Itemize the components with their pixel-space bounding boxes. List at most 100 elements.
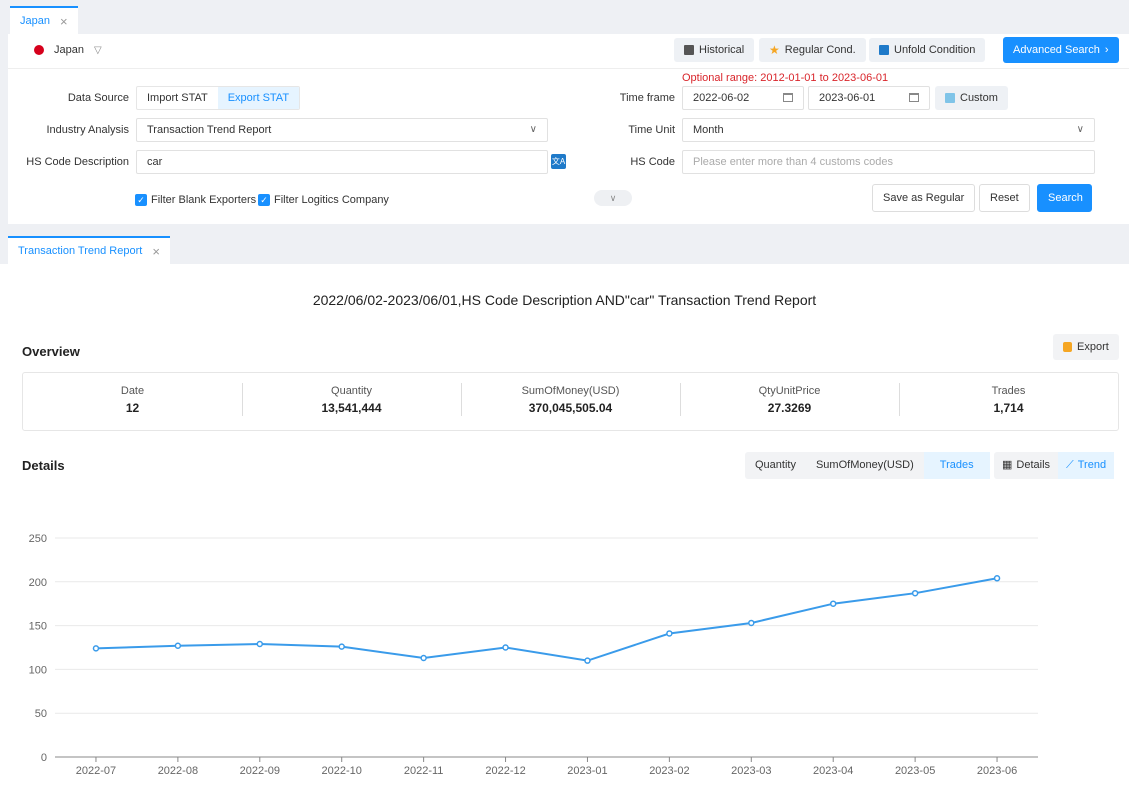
- hs-code-description-value: car: [147, 156, 163, 168]
- stat-key: Date: [120, 385, 145, 397]
- time-unit-select[interactable]: Month ∨: [682, 118, 1095, 142]
- result-tab-bar: Transaction Trend Report ×: [0, 236, 1129, 264]
- x-tick-label: 2022-07: [76, 765, 116, 777]
- data-point: [911, 589, 919, 597]
- stat-sum-of-money: SumOfMoney(USD) 370,045,505.04: [461, 373, 680, 430]
- trades-series-line: [95, 577, 998, 662]
- start-date-value: 2022-06-02: [693, 92, 750, 104]
- stat-key: Trades: [991, 385, 1026, 397]
- details-title: Details: [22, 458, 65, 473]
- overview-title: Overview: [22, 344, 80, 359]
- view-details[interactable]: ▦ Details: [994, 452, 1058, 479]
- export-stat-option[interactable]: Export STAT: [217, 87, 300, 109]
- end-date-value: 2023-06-01: [819, 92, 876, 104]
- view-toggle: ▦ Details ⟋ Trend: [994, 452, 1115, 479]
- historical-label: Historical: [699, 44, 745, 56]
- export-label: Export: [1077, 341, 1109, 353]
- y-tick-label: 200: [29, 577, 47, 589]
- time-unit-value: Month: [693, 124, 724, 136]
- chevron-down-icon: ▽: [93, 44, 102, 56]
- collapse-chevron-icon[interactable]: ∨: [594, 190, 632, 206]
- industry-analysis-select[interactable]: Transaction Trend Report ∨: [136, 118, 548, 142]
- data-source-toggle: Import STAT Export STAT: [136, 86, 301, 110]
- hs-code-input[interactable]: Please enter more than 4 customs codes: [682, 150, 1095, 174]
- reset-button[interactable]: Reset: [979, 184, 1030, 212]
- unfold-icon: [879, 45, 889, 55]
- custom-button[interactable]: Custom: [935, 86, 1008, 110]
- y-tick-label: 100: [29, 664, 47, 676]
- historical-button[interactable]: Historical: [674, 38, 755, 62]
- chevron-down-icon: ∨: [1076, 124, 1084, 135]
- import-stat-option[interactable]: Import STAT: [147, 92, 208, 104]
- data-point: [92, 645, 100, 652]
- check-icon: ✓: [258, 194, 270, 206]
- chevron-right-icon: ›: [1104, 44, 1109, 56]
- data-point: [748, 619, 755, 627]
- metric-quantity[interactable]: Quantity: [755, 459, 796, 471]
- start-date-input[interactable]: 2022-06-02: [682, 86, 804, 110]
- country-name: Japan: [54, 44, 84, 56]
- advanced-search-button[interactable]: Advanced Search ›: [1003, 37, 1119, 63]
- stat-key: Quantity: [331, 385, 372, 397]
- x-tick-label: 2022-10: [322, 765, 362, 777]
- hs-code-description-input[interactable]: car: [136, 150, 548, 174]
- regular-cond-button[interactable]: ★ Regular Cond.: [759, 38, 866, 62]
- report-title: 2022/06/02-2023/06/01,HS Code Descriptio…: [312, 292, 817, 308]
- metric-sum-of-money[interactable]: SumOfMoney(USD): [815, 459, 914, 471]
- advanced-search-label: Advanced Search: [1013, 44, 1100, 56]
- unfold-condition-button[interactable]: Unfold Condition: [869, 38, 986, 62]
- x-tick-label: 2023-05: [895, 765, 935, 777]
- view-details-label: Details: [1016, 459, 1051, 471]
- hs-code-placeholder: Please enter more than 4 customs codes: [693, 156, 893, 168]
- overview-stats: Date 12 Quantity 13,541,444 SumOfMoney(U…: [22, 372, 1119, 431]
- filter-blank-label: Filter Blank Exporters: [151, 194, 257, 206]
- metric-toggle: Quantity SumOfMoney(USD) Trades: [745, 452, 990, 479]
- stat-qty-unit-price: QtyUnitPrice 27.3269: [680, 373, 899, 430]
- search-button[interactable]: Search: [1037, 184, 1092, 212]
- divider: [8, 68, 1129, 69]
- data-point: [584, 657, 591, 664]
- tab-transaction-trend-report[interactable]: Transaction Trend Report ×: [8, 236, 170, 264]
- x-tick-label: 2023-04: [813, 765, 853, 777]
- filter-logistics-checkbox[interactable]: ✓ Filter Logitics Company: [258, 194, 389, 206]
- y-tick-label: 0: [41, 752, 47, 764]
- trend-line-chart: 0 50 100 150 200 250 2022-07 2022-08 2022-09 2022…: [29, 533, 1038, 777]
- translate-icon[interactable]: 文A: [551, 154, 566, 169]
- regular-cond-label: Regular Cond.: [784, 44, 856, 56]
- star-icon: ★: [769, 43, 780, 57]
- history-icon: [684, 45, 694, 55]
- stat-date: Date 12: [23, 373, 242, 430]
- calendar-icon: [909, 93, 919, 102]
- time-frame-label: Time frame: [619, 92, 675, 104]
- stat-key: QtyUnitPrice: [758, 385, 821, 397]
- tab-japan[interactable]: Japan ×: [10, 6, 78, 34]
- stat-value: 27.3269: [767, 401, 812, 415]
- hs-code-label: HS Code: [630, 156, 675, 168]
- line-chart-icon: ⟋: [1066, 459, 1074, 471]
- tab-japan-label: Japan: [20, 15, 50, 27]
- export-button[interactable]: Export: [1053, 334, 1119, 360]
- stat-key: SumOfMoney(USD): [521, 385, 620, 397]
- x-tick-label: 2023-02: [649, 765, 689, 777]
- table-icon: ▦: [1002, 459, 1013, 471]
- report-panel: 2022/06/02-2023/06/01,HS Code Descriptio…: [0, 264, 1129, 786]
- filter-logistics-label: Filter Logitics Company: [274, 194, 389, 206]
- view-trend[interactable]: ⟋ Trend: [1058, 452, 1115, 479]
- close-icon[interactable]: ×: [152, 243, 160, 259]
- data-point: [420, 654, 427, 662]
- custom-label: Custom: [960, 92, 998, 104]
- industry-analysis-label: Industry Analysis: [46, 124, 129, 136]
- unfold-condition-label: Unfold Condition: [894, 44, 976, 56]
- x-tick-label: 2023-01: [567, 765, 607, 777]
- custom-icon: [945, 93, 955, 103]
- filter-blank-exporters-checkbox[interactable]: ✓ Filter Blank Exporters: [135, 194, 256, 206]
- metric-trades[interactable]: Trades: [923, 452, 990, 479]
- stat-value: 13,541,444: [321, 401, 382, 415]
- end-date-input[interactable]: 2023-06-01: [808, 86, 930, 110]
- save-as-regular-button[interactable]: Save as Regular: [872, 184, 976, 212]
- country-selector[interactable]: Japan ▽: [34, 44, 102, 56]
- close-icon[interactable]: ×: [59, 13, 68, 29]
- y-tick-label: 50: [35, 708, 47, 720]
- stat-trades: Trades 1,714: [899, 373, 1118, 430]
- y-tick-label: 150: [29, 621, 47, 633]
